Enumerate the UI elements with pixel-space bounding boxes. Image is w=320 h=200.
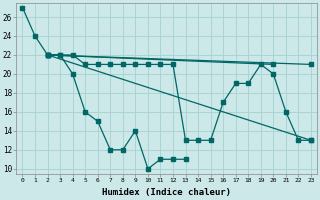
X-axis label: Humidex (Indice chaleur): Humidex (Indice chaleur)	[102, 188, 231, 197]
